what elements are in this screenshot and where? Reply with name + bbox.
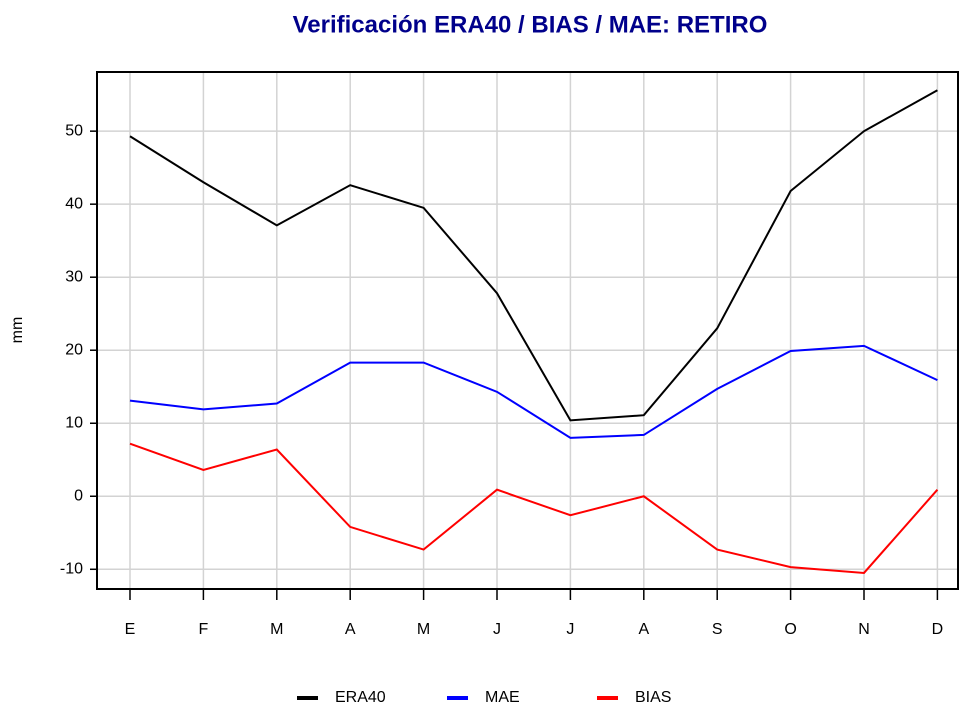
- series-line: [129, 89, 938, 422]
- legend-label: MAE: [485, 689, 520, 706]
- x-tick-label: N: [858, 621, 870, 638]
- y-tick-label: 0: [74, 487, 83, 504]
- plot-frame: [96, 71, 959, 590]
- y-tick-label: 20: [65, 341, 83, 358]
- legend-label: BIAS: [635, 689, 671, 706]
- x-tick-label: A: [638, 621, 649, 638]
- x-tick-label: S: [712, 621, 723, 638]
- x-tick-label: J: [493, 621, 501, 638]
- chart-title: Verificación ERA40 / BIAS / MAE: RETIRO: [293, 11, 768, 38]
- y-tick-label: 10: [65, 414, 83, 431]
- x-tick-label: D: [932, 621, 944, 638]
- y-axis-label: mm: [9, 317, 26, 344]
- y-tick-label: -10: [60, 561, 83, 578]
- y-tick-label: 40: [65, 195, 83, 212]
- x-tick-label: E: [125, 621, 136, 638]
- series-line: [129, 344, 938, 439]
- series-line: [129, 442, 939, 574]
- x-tick-label: A: [345, 621, 356, 638]
- legend-label: ERA40: [335, 689, 386, 706]
- x-tick-label: O: [784, 621, 796, 638]
- y-tick-label: 50: [65, 122, 83, 139]
- x-tick-label: J: [566, 621, 574, 638]
- x-tick-label: M: [417, 621, 430, 638]
- x-tick-label: F: [199, 621, 209, 638]
- y-tick-label: 30: [65, 268, 83, 285]
- x-tick-label: M: [270, 621, 283, 638]
